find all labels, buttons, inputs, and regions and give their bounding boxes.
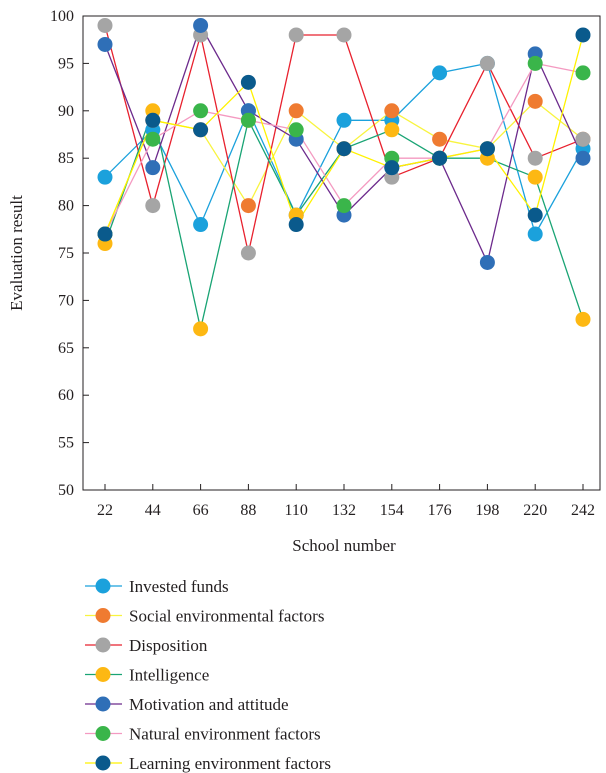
series-lines xyxy=(104,23,584,329)
data-point-series-5 xyxy=(193,17,209,33)
legend-marker xyxy=(95,726,111,741)
data-point-series-1 xyxy=(336,112,352,128)
y-tick-label: 95 xyxy=(58,55,74,72)
legend: Invested funds Social environmental facto… xyxy=(85,577,331,773)
legend-label: Learning environment factors xyxy=(129,754,331,773)
legend-marker xyxy=(95,578,111,594)
data-point-series-7 xyxy=(384,160,400,176)
legend-marker xyxy=(95,755,111,771)
y-tick-label: 80 xyxy=(58,198,74,215)
y-tick-label: 85 xyxy=(58,150,74,167)
y-tick-label: 70 xyxy=(58,292,74,309)
data-point-series-5 xyxy=(479,254,495,270)
x-tick-label: 154 xyxy=(380,502,404,519)
legend-label: Disposition xyxy=(129,636,208,655)
data-point-series-2 xyxy=(240,198,256,214)
y-axis-title: Evaluation result xyxy=(7,195,26,311)
data-point-series-2 xyxy=(384,103,400,119)
x-tick-label: 176 xyxy=(428,502,452,519)
data-point-series-2 xyxy=(288,103,304,119)
x-axis-title: School number xyxy=(292,536,396,555)
data-point-series-4 xyxy=(575,311,591,327)
x-tick-label: 110 xyxy=(284,502,307,519)
data-point-series-7 xyxy=(240,74,256,90)
data-point-series-3 xyxy=(288,27,304,43)
legend-marker xyxy=(95,696,111,712)
y-tick-label: 55 xyxy=(58,435,74,452)
data-point-series-1 xyxy=(432,65,448,81)
legend-label: Motivation and attitude xyxy=(129,695,289,714)
legend-marker xyxy=(95,667,111,682)
x-tick-label: 220 xyxy=(523,502,547,519)
legend-marker xyxy=(95,608,111,623)
data-point-series-6 xyxy=(288,122,304,138)
y-tick-label: 65 xyxy=(58,340,74,357)
data-point-series-6 xyxy=(193,103,209,119)
legend-label: Invested funds xyxy=(129,577,229,596)
data-point-series-1 xyxy=(527,226,543,242)
data-point-series-5 xyxy=(97,36,113,52)
data-point-series-3 xyxy=(97,17,113,33)
data-point-series-3 xyxy=(240,245,256,261)
data-point-series-6 xyxy=(575,65,591,81)
data-point-series-3 xyxy=(336,27,352,43)
data-point-series-4 xyxy=(527,169,543,185)
data-point-series-1 xyxy=(97,169,113,185)
data-point-series-5 xyxy=(145,160,161,176)
data-point-series-7 xyxy=(527,207,543,223)
legend-label: Social environmental factors xyxy=(129,607,324,626)
y-tick-label: 60 xyxy=(58,387,74,404)
legend-marker xyxy=(95,637,111,653)
data-point-series-3 xyxy=(145,198,161,214)
x-tick-label: 242 xyxy=(571,502,595,519)
data-point-series-1 xyxy=(193,217,209,233)
data-point-series-7 xyxy=(145,112,161,128)
legend-label: Natural environment factors xyxy=(129,725,321,744)
x-tick-label: 198 xyxy=(475,502,499,519)
chart-axes: 50 55 60 65 70 75 80 85 90 95 100 22 44 66 88 110 132 154… xyxy=(50,8,601,519)
y-tick-label: 75 xyxy=(58,245,74,262)
legend-label: Intelligence xyxy=(129,666,209,685)
y-tick-label: 50 xyxy=(58,482,74,499)
data-point-series-4 xyxy=(384,122,400,138)
data-point-series-7 xyxy=(575,27,591,43)
data-point-series-7 xyxy=(336,141,352,157)
data-point-series-3 xyxy=(575,131,591,147)
data-point-series-2 xyxy=(527,93,543,109)
y-tick-label: 100 xyxy=(50,8,74,25)
x-tick-label: 66 xyxy=(193,502,209,519)
data-point-series-7 xyxy=(97,226,113,242)
data-point-series-6 xyxy=(527,55,543,71)
y-tick-label: 90 xyxy=(58,103,74,120)
data-point-series-3 xyxy=(527,150,543,166)
x-tick-label: 22 xyxy=(97,502,113,519)
data-point-series-6 xyxy=(240,112,256,128)
data-point-series-4 xyxy=(193,321,209,337)
data-point-series-6 xyxy=(145,131,161,147)
x-tick-label: 88 xyxy=(240,502,256,519)
data-point-series-3 xyxy=(479,55,495,71)
data-point-series-5 xyxy=(575,150,591,166)
x-tick-label: 44 xyxy=(145,502,161,519)
data-point-series-7 xyxy=(288,217,304,233)
data-point-series-7 xyxy=(432,150,448,166)
data-point-series-6 xyxy=(336,198,352,214)
data-point-series-2 xyxy=(432,131,448,147)
data-point-series-7 xyxy=(193,122,209,138)
series-markers xyxy=(97,17,591,337)
x-tick-label: 132 xyxy=(332,502,356,519)
data-point-series-7 xyxy=(479,141,495,157)
